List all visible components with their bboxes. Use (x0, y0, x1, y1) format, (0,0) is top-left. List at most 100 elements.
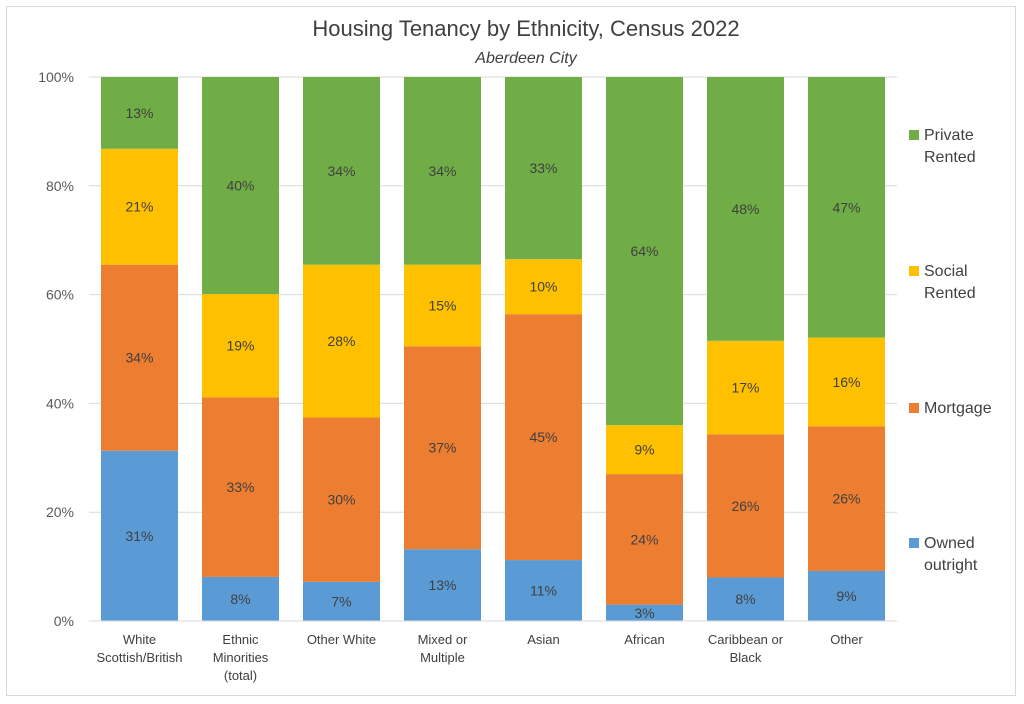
bar-segment (404, 77, 481, 265)
data-label: 40% (226, 178, 254, 194)
legend-label: Social (924, 263, 968, 280)
legend-label: Rented (924, 149, 976, 166)
data-label: 9% (634, 442, 654, 458)
bar-segment (505, 314, 582, 561)
data-label: 64% (630, 243, 658, 259)
bar-segment (606, 425, 683, 475)
x-tick-label: Ethnic (222, 632, 259, 647)
x-tick-label: Black (730, 650, 762, 665)
bar-segment (808, 77, 885, 338)
bars: 31% 34% 21% 13% 8% 33% 19% 40% 7% 30% 28% 34% 13% 37%… (101, 77, 885, 621)
legend: Private Rented Social Rented Mortgage Owned ou… (909, 127, 992, 574)
bar-segment (202, 77, 279, 295)
bar-segment (202, 576, 279, 621)
data-label: 13% (428, 577, 456, 593)
x-tick-label: Scottish/British (97, 650, 183, 665)
x-axis: White Scottish/British Ethnic Minorities (to… (89, 620, 897, 683)
bar-segment (505, 77, 582, 260)
x-tick-label: African (624, 632, 664, 647)
legend-label: Mortgage (924, 400, 992, 417)
data-label: 21% (125, 199, 153, 215)
data-label: 30% (327, 492, 355, 508)
legend-swatch (909, 130, 919, 140)
legend-swatch (909, 266, 919, 276)
bar-segment (707, 577, 784, 621)
bar-segment (101, 264, 178, 451)
legend-swatch (909, 403, 919, 413)
data-label: 16% (832, 374, 860, 390)
bar-segment (505, 259, 582, 315)
chart-subtitle: Aberdeen City (474, 50, 577, 67)
data-label: 48% (731, 201, 759, 217)
bar-segment (808, 337, 885, 427)
legend-label: Owned (924, 535, 975, 552)
x-tick-label: Minorities (213, 650, 269, 665)
data-label: 34% (428, 163, 456, 179)
bar-segment (101, 148, 178, 265)
y-tick-label: 80% (46, 178, 74, 194)
bar-segment (202, 294, 279, 398)
y-tick-label: 100% (38, 69, 74, 85)
bar-segment (404, 549, 481, 621)
x-tick-label: (total) (224, 668, 257, 683)
bar-segment (505, 560, 582, 621)
bar-segment (303, 417, 380, 582)
data-label: 19% (226, 338, 254, 354)
bar-segment (707, 77, 784, 341)
data-label: 26% (832, 491, 860, 507)
bar-segment (101, 450, 178, 621)
bar-segment (808, 570, 885, 621)
data-label: 11% (530, 583, 557, 599)
x-tick-label: Other White (307, 632, 376, 647)
y-tick-label: 40% (46, 395, 74, 411)
bar-segment (808, 426, 885, 571)
data-label: 26% (731, 498, 759, 514)
legend-label: Private (924, 127, 974, 144)
bar-segment (303, 77, 380, 265)
data-label: 15% (428, 297, 456, 313)
bar-segment (404, 264, 481, 347)
data-label: 3% (634, 605, 654, 621)
bar-segment (303, 264, 380, 418)
data-label: 33% (226, 479, 254, 495)
data-label: 24% (630, 531, 658, 547)
y-tick-label: 60% (46, 287, 74, 303)
bar-segment (101, 77, 178, 149)
data-label: 8% (230, 591, 250, 607)
x-tick-label: Caribbean or (708, 632, 784, 647)
x-tick-label: Asian (527, 632, 560, 647)
bar-segment (707, 340, 784, 435)
data-label: 33% (529, 160, 557, 176)
x-tick-label: Mixed or (418, 632, 469, 647)
data-label: 34% (125, 350, 153, 366)
x-tick-label: Other (830, 632, 863, 647)
data-label: 9% (836, 588, 856, 604)
data-label: 7% (331, 593, 351, 609)
bar-segment (606, 77, 683, 426)
data-label: 13% (125, 105, 153, 121)
bar-segment (303, 581, 380, 621)
legend-label: outright (924, 557, 978, 574)
bar-segment (606, 474, 683, 605)
data-label: 47% (832, 199, 860, 215)
bar-segment (404, 346, 481, 550)
y-axis: 0% 20% 40% 60% 80% 100% (38, 69, 74, 629)
legend-label: Rented (924, 285, 976, 302)
x-tick-label: White (123, 632, 156, 647)
data-label: 31% (125, 528, 153, 544)
chart-title: Housing Tenancy by Ethnicity, Census 202… (312, 16, 739, 41)
y-tick-label: 0% (54, 613, 74, 629)
data-label: 10% (529, 279, 557, 295)
bar-segment (606, 604, 683, 621)
data-label: 8% (735, 591, 755, 607)
data-label: 34% (327, 163, 355, 179)
data-label: 28% (327, 333, 355, 349)
y-tick-label: 20% (46, 504, 74, 520)
data-label: 37% (428, 440, 456, 456)
bar-segment (707, 434, 784, 578)
legend-swatch (909, 538, 919, 548)
data-label: 17% (731, 380, 759, 396)
x-tick-label: Multiple (420, 650, 465, 665)
data-label: 45% (529, 429, 557, 445)
